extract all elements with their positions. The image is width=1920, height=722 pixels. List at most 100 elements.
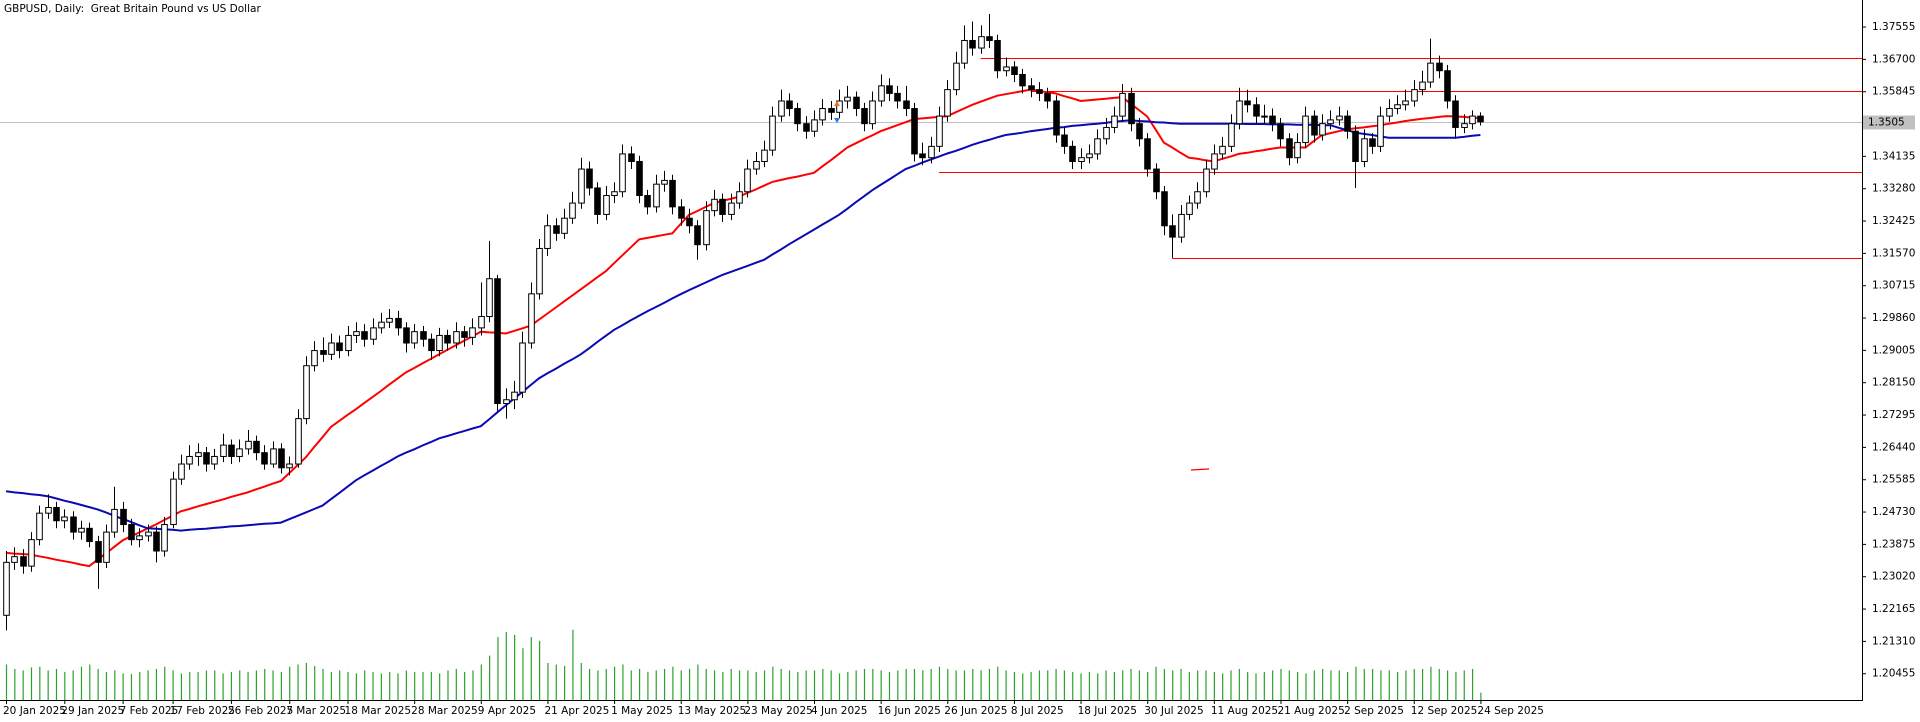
candle-body: [486, 278, 493, 318]
y-tick-label: 1.26440: [1872, 441, 1915, 453]
candle-body: [1277, 123, 1284, 140]
candle-body: [1253, 104, 1260, 117]
candle-body: [536, 247, 543, 295]
candle-body: [553, 225, 560, 234]
candle-body: [120, 508, 127, 526]
candle-body: [653, 183, 660, 208]
candle-body: [203, 452, 210, 465]
candle-body: [228, 444, 235, 457]
candle-body: [236, 448, 243, 457]
y-tick-label: 1.32425: [1872, 215, 1915, 227]
candle-body: [170, 478, 177, 526]
candle-body: [86, 527, 93, 543]
candle-body: [903, 100, 910, 110]
candle-body: [986, 36, 993, 41]
candle-body: [1244, 100, 1251, 106]
candle-body: [436, 334, 443, 352]
candle-body: [494, 278, 501, 405]
candle-body: [786, 100, 793, 110]
candle-body: [1369, 138, 1376, 147]
candle-body: [1103, 126, 1110, 140]
y-tick-label: 1.37555: [1872, 21, 1915, 33]
candle-body: [1219, 145, 1226, 155]
candle-body: [661, 179, 668, 185]
candle-body: [1119, 92, 1126, 117]
candle-body: [245, 440, 252, 450]
candle-body: [803, 123, 810, 132]
candle-body: [428, 338, 435, 352]
candle-body: [1011, 66, 1018, 76]
candle-body: [3, 561, 10, 616]
candle-body: [1128, 92, 1135, 125]
candle-body: [1078, 157, 1085, 162]
x-tick-label: 28 Mar 2025: [411, 705, 478, 717]
candle-body: [1044, 92, 1051, 102]
candle-body: [1469, 115, 1476, 125]
x-tick-label: 24 Sep 2025: [1477, 705, 1544, 717]
y-tick-label: 1.28150: [1872, 377, 1915, 389]
y-tick-label: 1.29860: [1872, 312, 1915, 324]
candle-body: [769, 115, 776, 151]
candle-body: [819, 108, 826, 121]
candle-body: [611, 191, 618, 197]
candle-body: [1444, 70, 1451, 102]
x-tick-label: 18 Mar 2025: [345, 705, 412, 717]
candle-body: [953, 62, 960, 91]
candle-body: [386, 317, 393, 323]
candle-body: [61, 516, 68, 522]
x-tick-label: 21 Apr 2025: [544, 705, 609, 717]
x-tick-label: 29 Jan 2025: [61, 705, 124, 717]
candle-body: [195, 452, 202, 457]
candle-body: [136, 535, 143, 541]
candle-body: [678, 206, 685, 219]
candle-body: [1294, 142, 1301, 159]
candle-body: [1036, 89, 1043, 94]
candle-body: [1344, 115, 1351, 132]
y-tick-label: 1.30715: [1872, 280, 1915, 292]
y-tick-label: 1.31570: [1872, 247, 1915, 259]
candle-body: [1269, 115, 1276, 125]
candle-body: [761, 149, 768, 162]
candle-body: [361, 331, 368, 340]
candle-body: [1153, 168, 1160, 193]
candle-body: [1452, 100, 1459, 128]
trade-marker: [834, 118, 840, 123]
candle-body: [53, 507, 60, 522]
x-tick-label: 26 Jun 2025: [944, 705, 1007, 717]
candle-body: [111, 508, 118, 533]
x-tick-label: 11 Aug 2025: [1211, 705, 1278, 717]
candle-body: [603, 195, 610, 215]
y-tick-label: 1.21310: [1872, 635, 1915, 647]
candle-body: [478, 316, 485, 329]
x-tick-label: 26 Feb 2025: [228, 705, 293, 717]
candle-body: [220, 444, 227, 457]
candle-body: [1236, 100, 1243, 125]
candle-body: [345, 334, 352, 352]
candle-body: [1461, 123, 1468, 128]
candle-body: [844, 96, 851, 102]
candle-body: [1436, 62, 1443, 72]
candle-body: [911, 108, 918, 155]
candle-body: [869, 100, 876, 125]
candle-body: [395, 317, 402, 329]
candle-body: [1111, 115, 1118, 128]
candle-body: [295, 418, 302, 465]
candle-body: [178, 463, 185, 480]
candle-body: [1069, 145, 1076, 162]
y-tick-label: 1.23875: [1872, 538, 1915, 550]
y-tick-label: 1.25585: [1872, 474, 1915, 486]
x-tick-label: 12 Sep 2025: [1411, 705, 1478, 717]
x-tick-label: 20 Jan 2025: [3, 705, 66, 717]
x-tick-label: 7 Mar 2025: [286, 705, 346, 717]
candle-body: [1211, 153, 1218, 170]
candle-body: [794, 108, 801, 125]
candle-body: [728, 202, 735, 215]
candle-body: [703, 210, 710, 246]
candle-body: [1136, 123, 1143, 140]
candle-body: [1327, 119, 1334, 125]
x-tick-label: 4 Jun 2025: [811, 705, 867, 717]
candle-body: [519, 342, 526, 393]
y-tick-label: 1.27295: [1872, 409, 1915, 421]
candle-body: [261, 452, 268, 465]
y-tick-label: 1.29005: [1872, 344, 1915, 356]
